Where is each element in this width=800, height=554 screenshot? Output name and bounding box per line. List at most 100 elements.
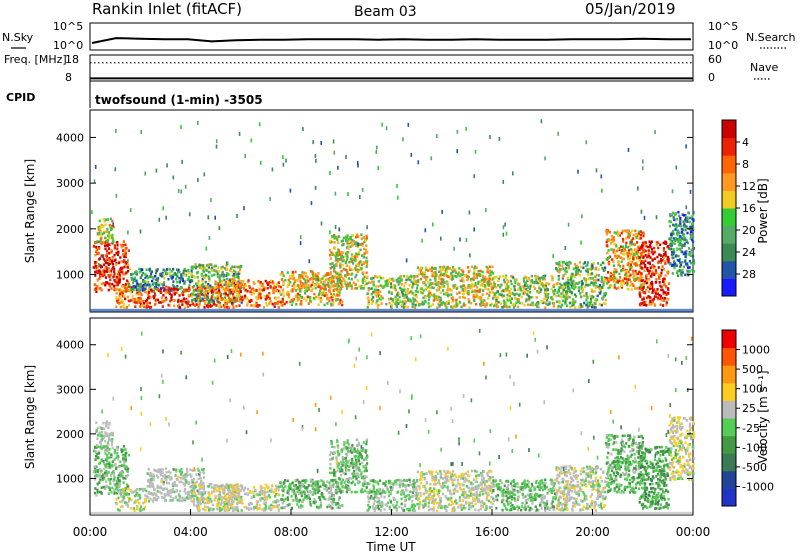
scatter-cell: [541, 285, 544, 288]
scatter-cell: [262, 288, 265, 291]
scatter-cell: [158, 284, 161, 287]
scatter-cell: [98, 219, 101, 223]
scatter-cell: [102, 231, 106, 235]
scatter-cell: [576, 282, 579, 285]
scatter-cell: [268, 292, 271, 295]
scatter-cell: [254, 303, 257, 306]
scatter-cell: [452, 286, 456, 290]
scatter-cell: [401, 292, 405, 296]
scatter-cell: [155, 474, 158, 477]
scatter-cell: [257, 305, 260, 308]
scatter-cell: [108, 448, 111, 451]
scatter-cell: [195, 282, 198, 285]
scatter-cell: [117, 479, 121, 483]
scatter-cell: [447, 294, 450, 298]
scatter-cell: [463, 304, 466, 307]
scatter-cell: [604, 266, 607, 269]
scatter-cell: [297, 292, 300, 296]
scatter-cell: [510, 282, 513, 286]
scatter-cell: [433, 295, 436, 299]
scatter-cell: [106, 434, 109, 437]
scatter-cell: [99, 226, 102, 230]
scatter-cell: [199, 471, 202, 474]
scatter-cell: [329, 272, 332, 275]
scatter-cell: [473, 174, 475, 179]
scatter-cell: [640, 276, 643, 279]
scatter-cell: [306, 295, 309, 299]
scatter-cell: [648, 240, 651, 243]
scatter-cell: [665, 293, 668, 296]
scatter-cell: [667, 258, 670, 261]
scatter-cell: [491, 287, 495, 290]
scatter-cell: [607, 271, 610, 274]
scatter-cell: [136, 488, 139, 491]
scatter-cell: [687, 273, 690, 277]
scatter-cell: [339, 280, 342, 283]
scatter-cell: [329, 253, 332, 257]
scatter-cell: [581, 282, 584, 285]
scatter-cell: [532, 285, 535, 289]
scatter-cell: [232, 287, 236, 290]
scatter-cell: [117, 490, 120, 493]
scatter-cell: [468, 306, 471, 309]
scatter-cell: [164, 467, 167, 470]
scatter-cell: [596, 294, 599, 298]
scatter-cell: [223, 303, 227, 306]
scatter-cell: [455, 299, 458, 302]
scatter-cell: [166, 481, 169, 485]
scatter-cell: [354, 259, 357, 262]
scatter-cell: [180, 299, 183, 303]
scatter-cell: [622, 257, 625, 261]
scatter-cell: [302, 271, 306, 275]
scatter-cell: [196, 296, 199, 299]
scatter-cell: [371, 300, 374, 303]
scatter-cell: [358, 261, 361, 264]
scatter-cell: [122, 253, 125, 257]
scatter-cell: [640, 245, 643, 249]
scatter-cell: [110, 431, 113, 435]
scatter-cell: [319, 290, 322, 293]
scatter-cell: [678, 237, 681, 240]
scatter-cell: [573, 263, 577, 266]
scatter-cell: [473, 267, 476, 270]
scatter-cell: [196, 284, 199, 288]
scatter-cell: [135, 499, 138, 503]
scatter-cell: [177, 268, 180, 272]
scatter-cell: [287, 293, 290, 296]
scatter-cell: [307, 284, 310, 287]
scatter-cell: [155, 288, 158, 291]
scatter-cell: [359, 243, 362, 246]
scatter-cell: [184, 290, 187, 293]
scatter-cell: [145, 489, 148, 493]
scatter-cell: [675, 223, 678, 226]
scatter-cell: [172, 285, 175, 288]
scatter-cell: [237, 278, 240, 281]
scatter-cell: [286, 271, 289, 274]
scatter-cell: [534, 303, 537, 306]
scatter-cell: [159, 273, 162, 276]
scatter-cell: [571, 301, 575, 305]
scatter-cell: [651, 270, 654, 273]
scatter-cell: [331, 253, 334, 256]
scatter-cell: [561, 286, 564, 289]
scatter-cell: [673, 260, 676, 263]
scatter-cell: [362, 235, 365, 239]
scatter-cell: [391, 299, 394, 302]
scatter-cell: [554, 267, 558, 270]
scatter-cell: [305, 271, 308, 275]
scatter-cell: [119, 500, 122, 504]
scatter-cell: [228, 290, 231, 293]
noise-panel: N.Sky 10^5 10^0 10^5 10^0 N.Search: [2, 20, 796, 52]
scatter-cell: [679, 221, 682, 225]
scatter-cell: [185, 474, 188, 478]
scatter-cell: [546, 303, 549, 307]
scatter-cell: [643, 215, 646, 220]
scatter-cell: [230, 278, 233, 281]
scatter-cell: [649, 285, 652, 288]
scatter-cell: [445, 270, 448, 273]
scatter-cell: [498, 292, 502, 296]
scatter-cell: [437, 282, 440, 286]
scatter-cell: [243, 285, 246, 288]
scatter-cell: [218, 270, 221, 273]
scatter-cell: [555, 300, 558, 303]
